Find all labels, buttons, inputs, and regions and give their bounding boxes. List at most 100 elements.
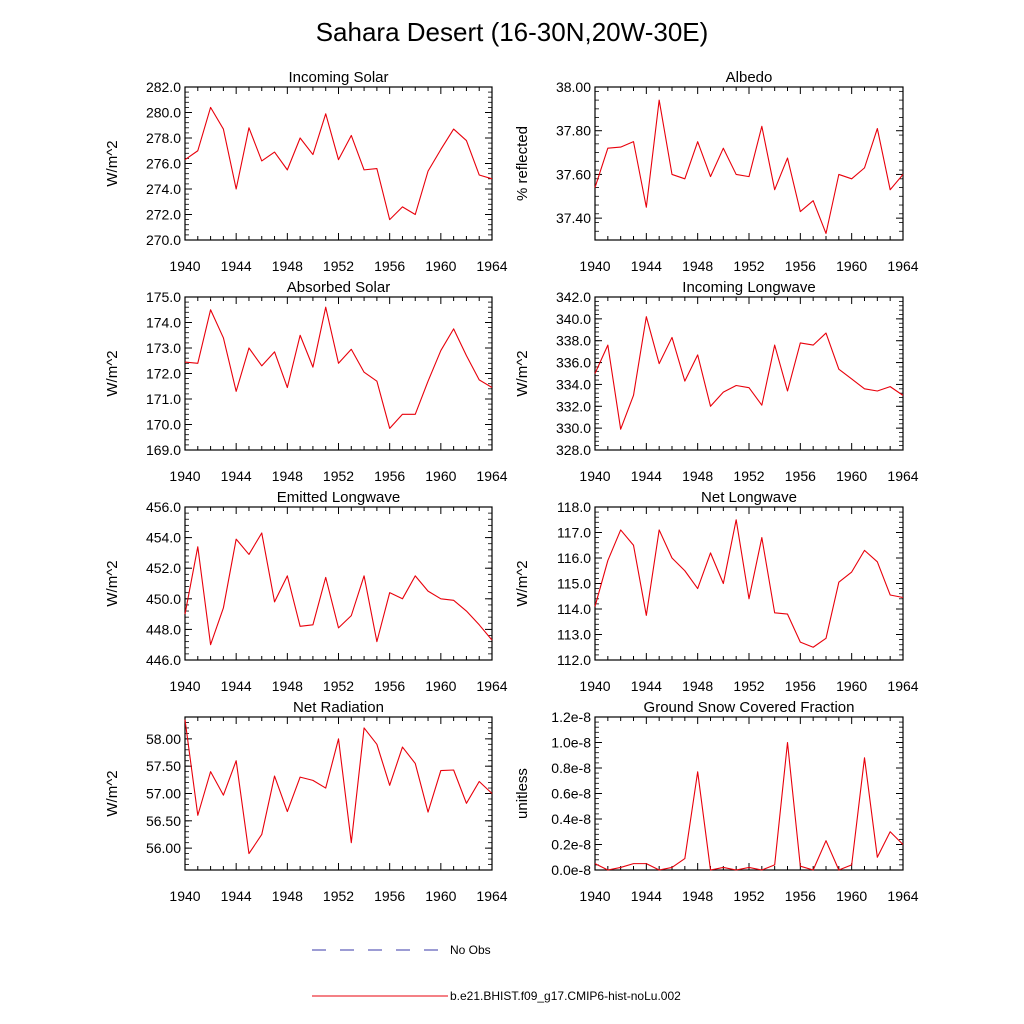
panel-title: Net Longwave [701, 489, 797, 506]
plot-frame [594, 506, 904, 661]
y-tick-label: 56.50 [146, 813, 181, 829]
series-line [594, 316, 904, 430]
series-line [184, 719, 493, 855]
x-tick-label: 1952 [733, 258, 764, 274]
series-line [184, 306, 493, 429]
x-tick-label: 1940 [169, 258, 200, 274]
x-tick-label: 1956 [785, 678, 816, 694]
x-tick-label: 1964 [887, 678, 918, 694]
panel-absorbed-solar: Absorbed Solar 1940 1944 1948 1952 1956 1960 19… [104, 279, 508, 484]
y-tick-label: 274.0 [146, 181, 181, 197]
y-tick-label: 115.0 [557, 576, 591, 592]
x-tick-label: 1956 [374, 258, 405, 274]
x-tick-label: 1952 [733, 468, 764, 484]
x-tick-label: 1964 [887, 258, 918, 274]
legend-label-model-run: b.e21.BHIST.f09_g17.CMIP6-hist-noLu.002 [450, 989, 681, 1003]
legend: No Obs b.e21.BHIST.f09_g17.CMIP6-hist-no… [312, 943, 681, 1003]
y-tick-label: 282.0 [146, 79, 181, 95]
x-tick-label: 1952 [323, 258, 354, 274]
plot-frame [594, 296, 904, 451]
x-tick-label: 1960 [836, 258, 867, 274]
x-tick-label: 1960 [425, 258, 456, 274]
x-tick-label: 1944 [221, 258, 252, 274]
y-tick-label: 1.0e-8 [551, 735, 591, 751]
x-tick-label: 1940 [169, 888, 200, 904]
x-tick-label: 1952 [733, 888, 764, 904]
x-tick-label: 1944 [631, 468, 662, 484]
y-axis-label: W/m^2 [514, 560, 531, 606]
x-tick-label: 1944 [631, 258, 662, 274]
panel-incoming-solar: Incoming Solar 1940 1944 1948 1952 1956 1960 19… [104, 69, 508, 274]
panel-title: Net Radiation [293, 699, 384, 716]
panel-title: Incoming Solar [288, 69, 388, 86]
x-tick-label: 1956 [374, 468, 405, 484]
y-tick-label: 174.0 [146, 315, 181, 331]
x-tick-label: 1960 [836, 468, 867, 484]
series-line [594, 519, 904, 648]
y-tick-label: 0.4e-8 [551, 811, 591, 827]
panel-emitted-longwave: Emitted Longwave 1940 1944 1948 1952 1956 1960… [104, 489, 508, 694]
y-tick-label: 113.0 [557, 627, 591, 643]
x-tick-label: 1964 [476, 678, 507, 694]
y-tick-label: 446.0 [146, 652, 181, 668]
x-tick-label: 1960 [425, 678, 456, 694]
x-tick-label: 1960 [836, 678, 867, 694]
y-tick-label: 452.0 [146, 560, 181, 576]
x-tick-label: 1956 [785, 258, 816, 274]
y-tick-label: 175.0 [146, 289, 181, 305]
x-tick-label: 1948 [682, 468, 713, 484]
x-tick-label: 1960 [425, 888, 456, 904]
series-line [594, 99, 904, 234]
y-tick-label: 448.0 [146, 621, 181, 637]
x-tick-label: 1952 [323, 468, 354, 484]
y-tick-label: 340.0 [556, 311, 591, 327]
y-tick-label: 170.0 [146, 417, 181, 433]
x-tick-label: 1964 [476, 888, 507, 904]
y-tick-label: 116.0 [557, 550, 591, 566]
x-tick-label: 1940 [579, 258, 610, 274]
plot-frame [594, 86, 904, 241]
x-tick-label: 1964 [476, 468, 507, 484]
y-tick-label: 0.0e-8 [551, 862, 591, 878]
y-tick-label: 336.0 [556, 355, 591, 371]
x-tick-label: 1956 [374, 888, 405, 904]
y-tick-label: 0.2e-8 [551, 837, 591, 853]
y-tick-label: 456.0 [146, 499, 181, 515]
y-axis-label: W/m^2 [514, 350, 531, 396]
x-tick-label: 1964 [887, 888, 918, 904]
y-tick-label: 272.0 [146, 207, 181, 223]
x-tick-label: 1952 [323, 888, 354, 904]
x-tick-label: 1940 [579, 888, 610, 904]
y-tick-label: 276.0 [146, 156, 181, 172]
x-tick-label: 1948 [682, 258, 713, 274]
x-tick-label: 1948 [682, 678, 713, 694]
y-tick-label: 169.0 [146, 442, 181, 458]
y-tick-label: 332.0 [556, 398, 591, 414]
panel-title: Emitted Longwave [277, 489, 400, 506]
x-tick-label: 1948 [272, 258, 303, 274]
x-tick-label: 1956 [785, 468, 816, 484]
y-tick-label: 0.8e-8 [551, 760, 591, 776]
y-axis-label: W/m^2 [104, 350, 121, 396]
y-tick-label: 270.0 [146, 232, 181, 248]
y-axis-label: unitless [514, 768, 531, 819]
panel-albedo: Albedo 1940 1944 1948 1952 1956 1960 1964 37.40 3… [514, 69, 919, 274]
plot-frame [184, 506, 493, 661]
panel-title: Ground Snow Covered Fraction [644, 699, 855, 716]
y-tick-label: 112.0 [557, 652, 591, 668]
x-tick-label: 1948 [272, 468, 303, 484]
panel-net-longwave: Net Longwave 1940 1944 1948 1952 1956 1960 1964… [514, 489, 919, 694]
x-tick-label: 1944 [631, 888, 662, 904]
y-tick-label: 1.2e-8 [551, 709, 591, 725]
x-tick-label: 1944 [221, 678, 252, 694]
y-tick-label: 334.0 [556, 376, 591, 392]
y-tick-label: 56.00 [146, 840, 181, 856]
x-tick-label: 1944 [221, 468, 252, 484]
legend-label-no-obs: No Obs [450, 943, 491, 957]
y-axis-label: W/m^2 [104, 770, 121, 816]
y-tick-label: 37.40 [556, 210, 591, 226]
y-tick-label: 57.00 [146, 786, 181, 802]
x-tick-label: 1944 [631, 678, 662, 694]
x-tick-label: 1964 [476, 258, 507, 274]
